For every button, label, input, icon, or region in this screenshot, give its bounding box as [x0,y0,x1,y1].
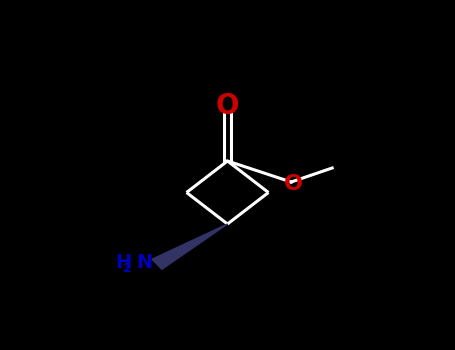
Text: H: H [116,253,132,272]
Text: O: O [216,92,239,120]
Polygon shape [152,224,228,269]
Text: 2: 2 [123,261,132,275]
Text: N: N [136,253,153,272]
Text: O: O [284,174,303,194]
